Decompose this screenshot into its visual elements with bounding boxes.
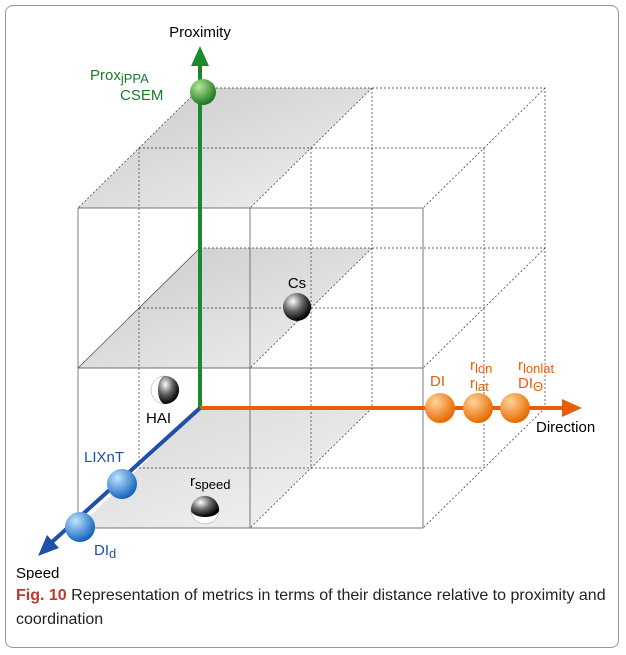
metric-label: rlat — [470, 375, 489, 394]
metric-label: LIXnT — [84, 449, 124, 466]
metric-label: DId — [94, 542, 116, 561]
axis-label: Direction — [536, 419, 595, 436]
diagram: Proximity Direction Speed ProxjPPA CSEM … — [16, 24, 595, 580]
metric-label: rspeed — [190, 473, 230, 492]
metric-label: Cs — [288, 275, 306, 292]
metric-label: rlon — [470, 357, 492, 376]
labels: Proximity Direction Speed ProxjPPA CSEM … — [16, 24, 595, 580]
axis-label: Speed — [16, 565, 59, 580]
figure-frame — [5, 5, 619, 648]
metric-label: DIΘ — [518, 375, 543, 394]
caption-label: Fig. 10 — [16, 587, 67, 604]
metric-label: CSEM — [120, 87, 163, 104]
metric-label: ProxjPPA — [90, 67, 149, 86]
metric-label: HAI — [146, 410, 171, 427]
metric-label: DI — [430, 373, 445, 390]
axis-label: Proximity — [169, 24, 231, 41]
caption: Fig. 10 Representation of metrics in ter… — [16, 584, 612, 632]
caption-text: Representation of metrics in terms of th… — [16, 587, 606, 628]
spheres — [65, 79, 530, 542]
metric-label: rlonlat — [518, 357, 554, 376]
